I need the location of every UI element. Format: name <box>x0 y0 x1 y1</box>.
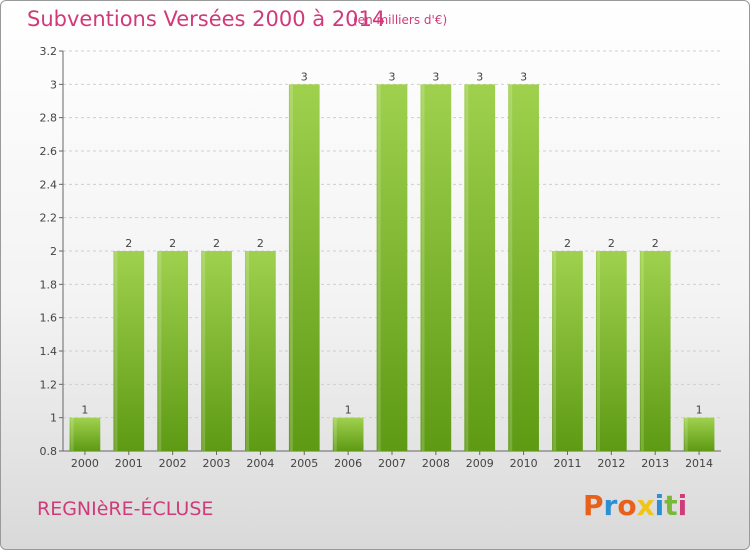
data-label-2012: 2 <box>608 237 615 250</box>
bar-2007 <box>376 84 408 451</box>
bar-2005 <box>288 84 320 451</box>
logo-letter: r <box>603 489 618 522</box>
data-label-2013: 2 <box>652 237 659 250</box>
y-tick-label: 2.4 <box>40 178 58 191</box>
data-label-2011: 2 <box>564 237 571 250</box>
y-tick-label: 2 <box>50 245 57 258</box>
bar-highlight <box>114 251 118 451</box>
y-tick-label: 2.2 <box>40 212 58 225</box>
y-tick-label: 2.8 <box>40 112 58 125</box>
x-tick-label-2002: 2002 <box>159 457 187 470</box>
bar-2011 <box>552 251 583 451</box>
commune-name: REGNIèRE-ÉCLUSE <box>37 498 214 520</box>
x-tick-label-2009: 2009 <box>466 457 494 470</box>
x-tick-label-2001: 2001 <box>115 457 143 470</box>
bar-highlight <box>684 417 688 451</box>
bar-highlight <box>640 251 644 451</box>
y-tick-label: 0.8 <box>40 445 58 458</box>
proxiti-logo[interactable]: Proxiti <box>583 489 687 522</box>
y-tick-label: 2.6 <box>40 145 58 158</box>
x-tick-label-2006: 2006 <box>334 457 362 470</box>
y-tick-label: 1.8 <box>40 278 58 291</box>
bar-2003 <box>201 251 232 451</box>
x-tick-label-2005: 2005 <box>290 457 318 470</box>
data-label-2007: 3 <box>389 70 396 83</box>
x-tick-label-2007: 2007 <box>378 457 406 470</box>
bars <box>69 84 715 451</box>
data-label-2009: 3 <box>476 70 483 83</box>
bar-2012 <box>595 251 627 451</box>
y-tick-label: 1.2 <box>40 378 58 391</box>
data-label-2005: 3 <box>301 70 308 83</box>
bar-2014 <box>683 417 715 451</box>
x-tick-label-2003: 2003 <box>203 457 231 470</box>
logo-letter: i <box>654 489 665 522</box>
x-tick-label-2013: 2013 <box>641 457 669 470</box>
bar-highlight <box>70 417 74 451</box>
logo-letter: i <box>677 489 688 522</box>
bar-highlight <box>421 84 425 451</box>
data-label-2003: 2 <box>213 237 220 250</box>
bar-2000 <box>69 417 101 451</box>
bar-highlight <box>509 84 513 451</box>
chart-unit-label: (en milliers d'€) <box>353 13 448 27</box>
data-label-2001: 2 <box>125 237 132 250</box>
bar-highlight <box>333 417 337 451</box>
x-tick-label-2010: 2010 <box>510 457 538 470</box>
data-label-2004: 2 <box>257 237 264 250</box>
y-tick-label: 1.6 <box>40 312 58 325</box>
bar-highlight <box>553 251 557 451</box>
x-tick-label-2000: 2000 <box>71 457 99 470</box>
y-tick-label: 3 <box>50 78 57 91</box>
chart-title: Subventions Versées 2000 à 2014 <box>27 7 386 31</box>
bar-2010 <box>508 84 539 451</box>
data-label-2010: 3 <box>520 70 527 83</box>
data-label-2008: 3 <box>432 70 439 83</box>
x-tick-label-2008: 2008 <box>422 457 450 470</box>
bar-2002 <box>157 251 189 451</box>
bar-2004 <box>245 251 276 451</box>
bar-highlight <box>596 251 600 451</box>
bar-highlight <box>158 251 162 451</box>
bar-2001 <box>113 251 145 451</box>
bar-highlight <box>465 84 469 451</box>
bar-highlight <box>202 251 206 451</box>
bar-2009 <box>464 84 496 451</box>
logo-letter: x <box>636 489 655 522</box>
bar-2006 <box>332 417 364 451</box>
logo-letter: o <box>617 489 637 522</box>
bar-highlight <box>289 84 293 451</box>
y-tick-label: 3.2 <box>40 45 58 58</box>
data-label-2014: 1 <box>696 404 703 417</box>
logo-letter: t <box>664 489 678 522</box>
data-label-2000: 1 <box>81 404 88 417</box>
data-label-2006: 1 <box>345 404 352 417</box>
data-labels: 1 2 2 2 2 3 1 3 3 3 3 2 2 2 1 <box>81 70 702 416</box>
y-tick-label: 1 <box>50 412 57 425</box>
x-tick-label-2004: 2004 <box>246 457 274 470</box>
data-label-2002: 2 <box>169 237 176 250</box>
x-tick-label-2012: 2012 <box>597 457 625 470</box>
bar-2008 <box>420 84 452 451</box>
logo-letter: P <box>583 489 604 522</box>
y-tick-label: 1.4 <box>40 345 58 358</box>
bar-2013 <box>639 251 671 451</box>
x-tick-label-2011: 2011 <box>553 457 581 470</box>
bar-highlight <box>377 84 381 451</box>
x-tick-label-2014: 2014 <box>685 457 713 470</box>
bar-highlight <box>246 251 250 451</box>
